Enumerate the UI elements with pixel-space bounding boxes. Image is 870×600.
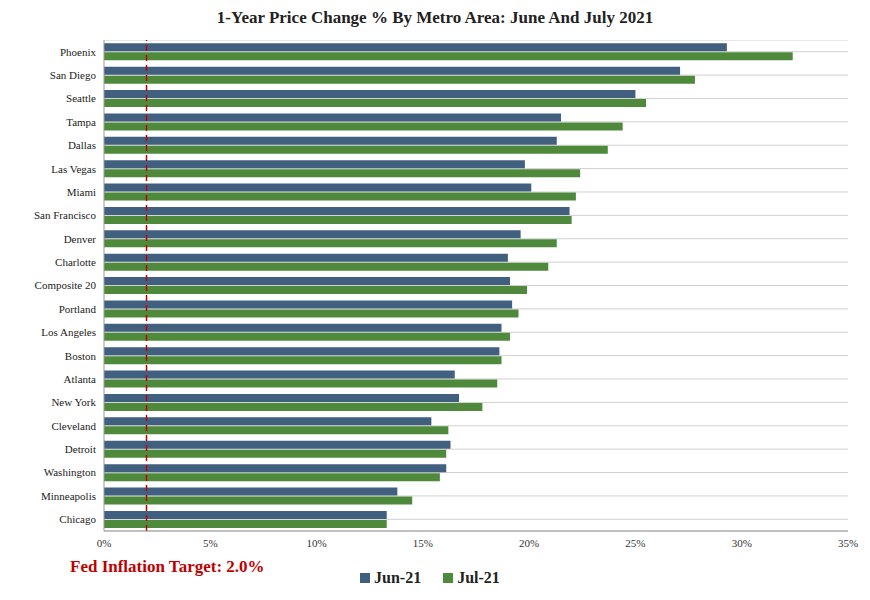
svg-text:Seattle: Seattle: [66, 92, 96, 104]
svg-text:New York: New York: [51, 396, 96, 408]
svg-text:Denver: Denver: [64, 233, 97, 245]
svg-text:Phoenix: Phoenix: [60, 46, 97, 58]
svg-text:Dallas: Dallas: [68, 139, 96, 151]
svg-text:0%: 0%: [97, 537, 112, 549]
svg-text:Atlanta: Atlanta: [64, 373, 96, 385]
svg-text:Composite 20: Composite 20: [35, 279, 97, 291]
svg-text:Cleveland: Cleveland: [51, 420, 96, 432]
svg-text:15%: 15%: [413, 537, 433, 549]
html-text:Fed Inflation Target: 2.0%: Fed Inflation Target: 2.0%: [70, 557, 265, 576]
svg-text:Charlotte: Charlotte: [55, 256, 96, 268]
html-text:1-Year Price Change % By Metro: 1-Year Price Change % By Metro Area: Jun…: [216, 8, 654, 27]
svg-text:30%: 30%: [732, 537, 752, 549]
svg-text:Los Angeles: Los Angeles: [41, 326, 96, 338]
svg-text:20%: 20%: [519, 537, 539, 549]
svg-text:Washington: Washington: [44, 466, 97, 478]
svg-text:Las Vegas: Las Vegas: [51, 163, 96, 175]
svg-text:Miami: Miami: [67, 186, 96, 198]
svg-text:25%: 25%: [625, 537, 645, 549]
svg-text:Portland: Portland: [59, 303, 97, 315]
svg-text:Detroit: Detroit: [65, 443, 96, 455]
svg-text:35%: 35%: [838, 537, 858, 549]
html-text:Jun-21: Jun-21: [374, 569, 422, 586]
svg-text:Boston: Boston: [65, 350, 97, 362]
svg-text:5%: 5%: [203, 537, 218, 549]
svg-text:Tampa: Tampa: [66, 116, 96, 128]
svg-text:San Diego: San Diego: [50, 69, 97, 81]
html-text:Jul-21: Jul-21: [457, 569, 500, 586]
svg-text:Chicago: Chicago: [59, 513, 96, 525]
svg-text:10%: 10%: [306, 537, 326, 549]
svg-text:Minneapolis: Minneapolis: [41, 490, 96, 502]
svg-text:San Francisco: San Francisco: [34, 209, 97, 221]
